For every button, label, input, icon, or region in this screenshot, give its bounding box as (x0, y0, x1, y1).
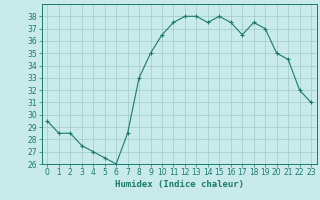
X-axis label: Humidex (Indice chaleur): Humidex (Indice chaleur) (115, 180, 244, 189)
